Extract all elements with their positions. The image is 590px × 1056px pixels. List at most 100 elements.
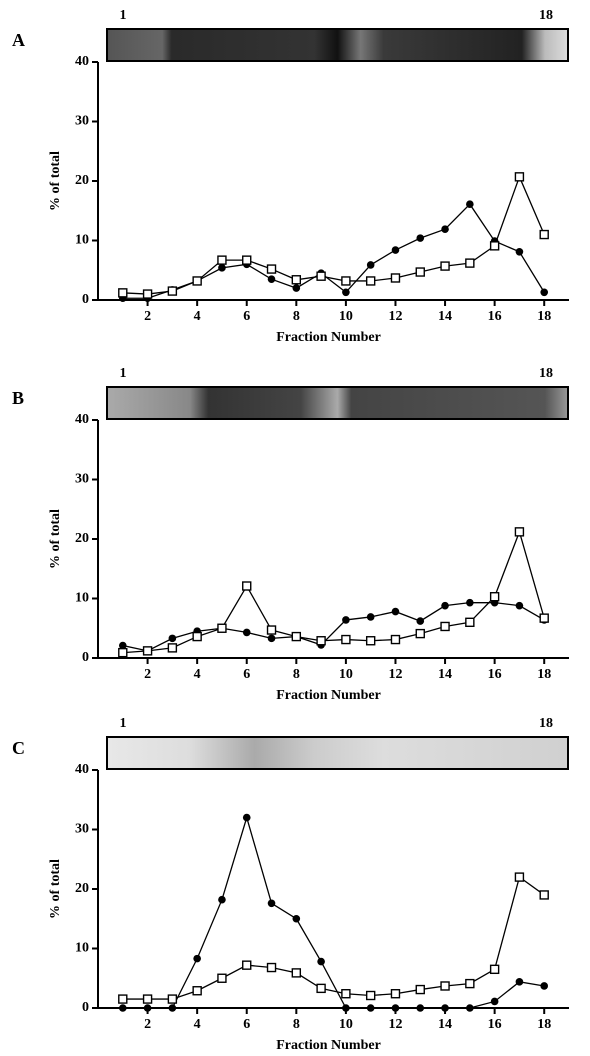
circle-marker: [243, 629, 251, 637]
circle-marker: [342, 288, 350, 296]
circle-marker: [367, 1004, 375, 1012]
square-marker: [540, 891, 548, 899]
square-marker: [491, 242, 499, 250]
circle-marker: [416, 617, 424, 625]
circle-marker: [169, 1004, 177, 1012]
lane-label: 1: [120, 366, 127, 381]
circle-marker: [293, 915, 301, 923]
x-tick-label: 8: [293, 1017, 300, 1032]
circle-marker: [441, 225, 449, 233]
square-marker: [466, 980, 474, 988]
y-tick-label: 40: [75, 54, 89, 69]
y-axis-label: % of total: [48, 151, 63, 211]
square-marker: [342, 277, 350, 285]
square-marker: [193, 633, 201, 641]
square-marker: [540, 614, 548, 622]
y-tick-label: 10: [75, 233, 89, 248]
x-tick-label: 18: [537, 667, 551, 682]
circle-marker: [540, 982, 548, 990]
y-tick-label: 0: [82, 1000, 89, 1015]
x-axis-label: Fraction Number: [276, 688, 381, 703]
x-tick-label: 4: [194, 667, 201, 682]
square-marker: [540, 231, 548, 239]
x-tick-label: 16: [488, 309, 502, 324]
square-marker: [441, 262, 449, 270]
square-marker: [292, 633, 300, 641]
lane-label: 18: [539, 8, 553, 23]
square-marker: [491, 965, 499, 973]
square-marker: [243, 961, 251, 969]
circle-marker: [193, 955, 201, 963]
square-marker: [243, 582, 251, 590]
y-tick-label: 40: [75, 762, 89, 777]
square-marker: [441, 982, 449, 990]
circle-marker: [243, 814, 251, 822]
circle-marker: [466, 200, 474, 208]
square-marker: [317, 984, 325, 992]
gel-image: [107, 737, 568, 769]
x-tick-label: 8: [293, 667, 300, 682]
square-marker: [515, 873, 523, 881]
square-marker: [441, 622, 449, 630]
lane-label: 18: [539, 366, 553, 381]
x-tick-label: 10: [339, 667, 353, 682]
x-axis-label: Fraction Number: [276, 330, 381, 345]
y-tick-label: 20: [75, 531, 89, 546]
x-tick-label: 12: [388, 1017, 402, 1032]
x-tick-label: 10: [339, 309, 353, 324]
square-marker: [416, 986, 424, 994]
y-tick-label: 30: [75, 472, 89, 487]
circle-marker: [367, 261, 375, 269]
x-axis-label: Fraction Number: [276, 1038, 381, 1053]
x-tick-label: 14: [438, 1017, 452, 1032]
x-tick-label: 2: [144, 309, 151, 324]
circle-marker: [491, 998, 499, 1006]
square-marker: [317, 272, 325, 280]
square-marker: [168, 287, 176, 295]
lane-label: 1: [120, 8, 127, 23]
x-tick-label: 14: [438, 667, 452, 682]
square-marker: [466, 259, 474, 267]
square-marker: [144, 995, 152, 1003]
square-marker: [193, 987, 201, 995]
y-tick-label: 10: [75, 591, 89, 606]
circle-marker: [119, 1004, 127, 1012]
circle-marker: [392, 246, 400, 254]
gel-image: [107, 387, 568, 419]
x-tick-label: 12: [388, 667, 402, 682]
circle-marker: [466, 599, 474, 607]
square-marker: [342, 990, 350, 998]
circle-marker: [342, 616, 350, 624]
lane-label: 18: [539, 716, 553, 731]
square-marker: [292, 276, 300, 284]
panel-letter: C: [12, 738, 25, 758]
x-tick-label: 6: [243, 667, 250, 682]
square-marker: [119, 995, 127, 1003]
y-tick-label: 30: [75, 114, 89, 129]
circle-marker: [293, 284, 301, 292]
square-marker: [466, 618, 474, 626]
x-tick-label: 18: [537, 1017, 551, 1032]
square-marker: [144, 647, 152, 655]
y-tick-label: 20: [75, 173, 89, 188]
y-axis-label: % of total: [48, 859, 63, 919]
square-marker: [218, 624, 226, 632]
series-line: [123, 818, 544, 1008]
square-marker: [193, 277, 201, 285]
x-tick-label: 4: [194, 1017, 201, 1032]
square-marker: [416, 630, 424, 638]
circle-marker: [416, 234, 424, 242]
circle-marker: [516, 248, 524, 256]
circle-marker: [516, 602, 524, 610]
square-marker: [416, 268, 424, 276]
square-marker: [243, 256, 251, 264]
panel-letter: A: [12, 30, 25, 50]
x-tick-label: 8: [293, 309, 300, 324]
y-tick-label: 20: [75, 881, 89, 896]
square-marker: [367, 992, 375, 1000]
x-tick-label: 12: [388, 309, 402, 324]
x-tick-label: 10: [339, 1017, 353, 1032]
x-tick-label: 6: [243, 309, 250, 324]
series-line: [123, 204, 544, 298]
x-tick-label: 14: [438, 309, 452, 324]
